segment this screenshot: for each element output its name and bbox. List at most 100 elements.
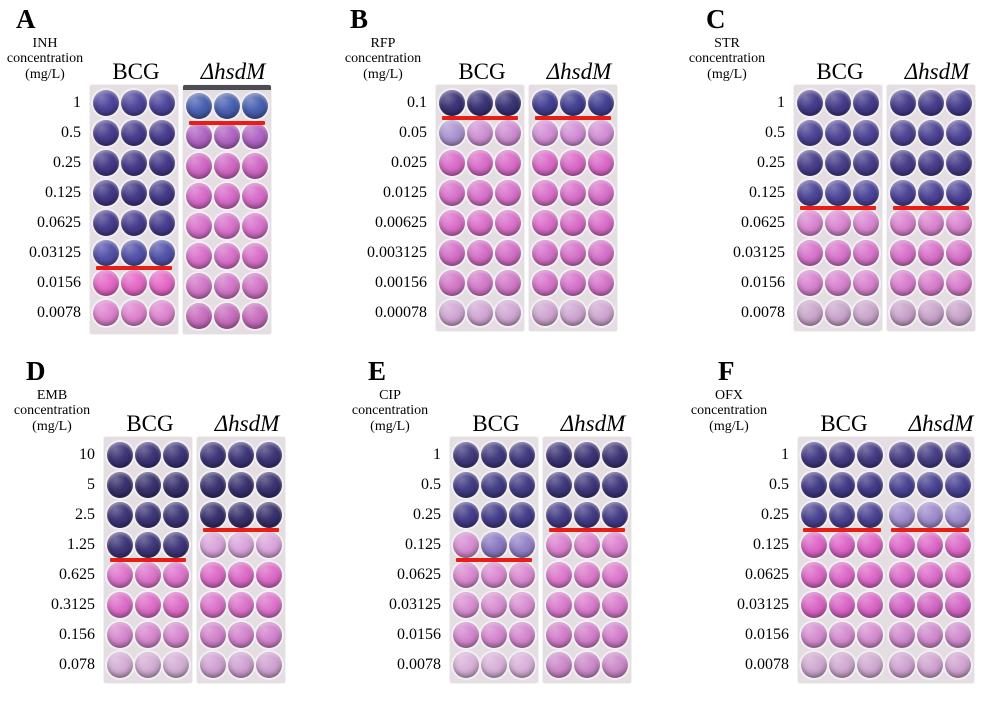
assay-well [242, 303, 268, 329]
assay-well [532, 210, 558, 236]
assay-well [546, 532, 572, 558]
concentration-value: 0.125 [749, 184, 785, 201]
assay-well [107, 592, 133, 618]
assay-well [918, 120, 944, 146]
assay-well [917, 622, 943, 648]
assay-well [439, 150, 465, 176]
assay-well [918, 180, 944, 206]
concentration-value: 0.25 [761, 506, 789, 523]
assay-well [560, 240, 586, 266]
assay-well [186, 303, 212, 329]
concentration-value: 0.0125 [383, 184, 427, 201]
assay-well [93, 120, 119, 146]
concentration-value: 0.0625 [741, 214, 785, 231]
assay-well [889, 532, 915, 558]
assay-plate-combined [798, 437, 974, 683]
well-grid-bcg [796, 88, 880, 328]
assay-well [242, 153, 268, 179]
assay-well [918, 300, 944, 326]
assay-well [107, 622, 133, 648]
concentration-value: 1 [781, 446, 789, 463]
assay-well [467, 300, 493, 326]
assay-well [945, 622, 971, 648]
assay-well [509, 592, 535, 618]
assay-well [453, 442, 479, 468]
plate-inner [185, 91, 269, 331]
concentration-value: 0.125 [405, 536, 441, 553]
assay-well [214, 303, 240, 329]
plate-inner [452, 440, 536, 680]
strain-header-bcg: BCG [458, 58, 506, 84]
assay-well [200, 652, 226, 678]
assay-well [797, 270, 823, 296]
strain-header-bcg: BCG [472, 410, 520, 436]
assay-well [829, 442, 855, 468]
mic-cutoff-line [96, 266, 172, 270]
assay-plate-hsdm [543, 437, 631, 683]
assay-well [121, 240, 147, 266]
assay-well [890, 120, 916, 146]
assay-well [588, 90, 614, 116]
assay-well [825, 210, 851, 236]
assay-well [532, 300, 558, 326]
strain-header-bcg: BCG [112, 58, 160, 84]
assay-well [560, 210, 586, 236]
assay-well [588, 240, 614, 266]
assay-well [574, 472, 600, 498]
concentration-label: CIP concentration (mg/L) [330, 388, 450, 436]
assay-well [602, 502, 628, 528]
assay-well [495, 300, 521, 326]
well-grid-hsdm [531, 88, 615, 328]
assay-well [467, 180, 493, 206]
assay-well [532, 150, 558, 176]
assay-well [853, 180, 879, 206]
concentration-value: 0.0078 [745, 656, 789, 673]
assay-well [853, 240, 879, 266]
assay-well [889, 442, 915, 468]
assay-well [481, 622, 507, 648]
assay-well [256, 652, 282, 678]
concentration-values: 1 0.5 0.25 0.125 0.0625 0.03125 0.0156 0.0078 [0, 85, 90, 328]
concentration-label-line: INH [32, 35, 58, 51]
assay-well [439, 300, 465, 326]
assay-well [574, 622, 600, 648]
assay-well [256, 442, 282, 468]
assay-well [495, 120, 521, 146]
assay-well [945, 562, 971, 588]
assay-well [121, 120, 147, 146]
assay-well [532, 180, 558, 206]
concentration-value: 0.078 [59, 656, 95, 673]
assay-well [186, 123, 212, 149]
assay-well [801, 562, 827, 588]
assay-well [121, 180, 147, 206]
assay-well [495, 150, 521, 176]
plate-inner [199, 440, 283, 680]
assay-well [453, 532, 479, 558]
assay-well [857, 592, 883, 618]
assay-well [889, 502, 915, 528]
concentration-value: 0.5 [765, 124, 785, 141]
assay-well [149, 300, 175, 326]
assay-well [135, 502, 161, 528]
assay-well [829, 592, 855, 618]
assay-well [917, 652, 943, 678]
mic-cutoff-line [110, 558, 186, 562]
assay-well [853, 300, 879, 326]
concentration-value: 0.0156 [397, 626, 441, 643]
panel-letter: A [16, 4, 36, 34]
assay-well [946, 300, 972, 326]
assay-well [481, 592, 507, 618]
assay-well [453, 472, 479, 498]
strain-header-bcg: BCG [126, 410, 174, 436]
concentration-value: 0.25 [757, 154, 785, 171]
assay-well [439, 90, 465, 116]
concentration-label-line: CIP [379, 387, 401, 403]
concentration-value: 0.03125 [29, 244, 81, 261]
mic-cutoff-line [203, 528, 279, 532]
assay-plate-bcg [794, 85, 882, 331]
mic-cutoff-line [189, 121, 265, 125]
assay-well [453, 622, 479, 648]
assay-well [228, 532, 254, 558]
assay-well [602, 472, 628, 498]
assay-well [135, 442, 161, 468]
